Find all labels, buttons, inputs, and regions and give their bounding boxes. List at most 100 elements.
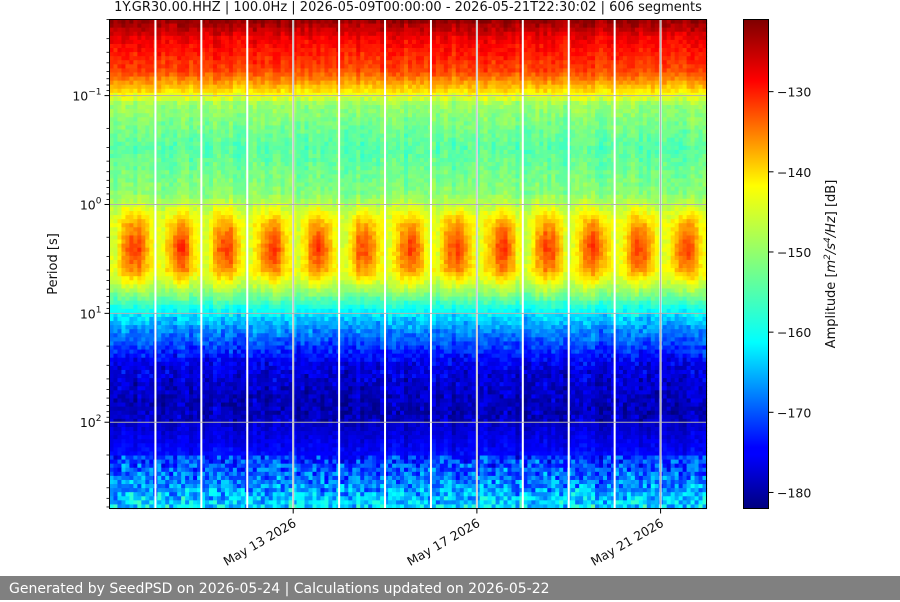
heatmap-cell	[671, 68, 676, 73]
heatmap-cell	[571, 52, 576, 57]
heatmap-cell	[583, 117, 588, 122]
heatmap-cell	[587, 117, 592, 122]
heatmap-cell	[655, 64, 660, 69]
heatmap-cell	[595, 125, 600, 130]
heatmap-cell	[631, 64, 636, 69]
heatmap-cell	[209, 52, 214, 57]
heatmap-cell	[464, 138, 469, 143]
heatmap-cell	[125, 44, 130, 49]
heatmap-cell	[277, 28, 282, 33]
heatmap-cell	[165, 40, 170, 45]
heatmap-cell	[452, 72, 457, 77]
heatmap-cell	[468, 36, 473, 41]
heatmap-cell	[173, 40, 178, 45]
heatmap-cell	[205, 32, 210, 37]
heatmap-cell	[141, 138, 146, 143]
heatmap-cell	[380, 72, 385, 77]
heatmap-cell	[261, 130, 266, 135]
heatmap-cell	[547, 85, 552, 90]
heatmap-cell	[687, 24, 692, 29]
heatmap-cell	[225, 154, 230, 159]
heatmap-cell	[671, 146, 676, 151]
heatmap-cell	[161, 77, 166, 82]
heatmap-cell	[193, 44, 198, 49]
heatmap-cell	[460, 89, 465, 94]
heatmap-cell	[531, 77, 536, 82]
heatmap-cell	[249, 142, 254, 147]
heatmap-cell	[205, 121, 210, 126]
heatmap-cell	[229, 134, 234, 139]
heatmap-cell	[348, 125, 353, 130]
heatmap-cell	[523, 89, 528, 94]
heatmap-cell	[571, 77, 576, 82]
heatmap-cell	[257, 44, 262, 49]
heatmap-cell	[555, 142, 560, 147]
heatmap-cell	[547, 125, 552, 130]
heatmap-cell	[312, 40, 317, 45]
heatmap-cell	[488, 77, 493, 82]
heatmap-cell	[388, 64, 393, 69]
heatmap-cell	[213, 77, 218, 82]
heatmap-cell	[452, 146, 457, 151]
heatmap-cell	[619, 40, 624, 45]
heatmap-cell	[571, 117, 576, 122]
heatmap-cell	[627, 109, 632, 114]
heatmap-cell	[651, 52, 656, 57]
heatmap-cell	[484, 109, 489, 114]
heatmap-cell	[129, 64, 134, 69]
heatmap-cell	[181, 56, 186, 61]
heatmap-cell	[591, 20, 596, 25]
heatmap-cell	[587, 146, 592, 151]
heatmap-cell	[571, 130, 576, 135]
heatmap-cell	[603, 72, 608, 77]
heatmap-cell	[241, 20, 246, 25]
heatmap-cell	[305, 32, 310, 37]
heatmap-cell	[651, 60, 656, 65]
heatmap-cell	[372, 121, 377, 126]
heatmap-cell	[133, 64, 138, 69]
heatmap-cell	[281, 48, 286, 53]
heatmap-cell	[488, 20, 493, 25]
heatmap-cell	[360, 138, 365, 143]
heatmap-cell	[352, 113, 357, 118]
heatmap-cell	[452, 32, 457, 37]
heatmap-cell	[269, 134, 274, 139]
heatmap-cell	[496, 20, 501, 25]
heatmap-cell	[667, 68, 672, 73]
heatmap-cell	[352, 146, 357, 151]
heatmap-cell	[651, 142, 656, 147]
heatmap-cell	[364, 72, 369, 77]
heatmap-cell	[623, 77, 628, 82]
heatmap-cell	[571, 20, 576, 25]
heatmap-cell	[225, 52, 230, 57]
heatmap-cell	[269, 72, 274, 77]
heatmap-cell	[181, 89, 186, 94]
heatmap-cell	[448, 32, 453, 37]
heatmap-cell	[392, 125, 397, 130]
heatmap-cell	[257, 64, 262, 69]
heatmap-cell	[404, 64, 409, 69]
heatmap-cell	[281, 44, 286, 49]
heatmap-cell	[468, 77, 473, 82]
heatmap-cell	[555, 81, 560, 86]
heatmap-cell	[185, 105, 190, 110]
heatmap-cell	[695, 20, 700, 25]
heatmap-cell	[392, 44, 397, 49]
heatmap-cell	[316, 32, 321, 37]
heatmap-cell	[113, 44, 118, 49]
heatmap-cell	[209, 81, 214, 86]
heatmap-cell	[472, 134, 477, 139]
heatmap-cell	[305, 121, 310, 126]
heatmap-cell	[551, 60, 556, 65]
heatmap-cell	[320, 77, 325, 82]
heatmap-cell	[392, 117, 397, 122]
heatmap-cell	[699, 134, 704, 139]
heatmap-cell	[508, 130, 513, 135]
heatmap-cell	[285, 40, 290, 45]
heatmap-cell	[511, 77, 516, 82]
heatmap-cell	[559, 64, 564, 69]
heatmap-cell	[249, 117, 254, 122]
heatmap-cell	[185, 138, 190, 143]
heatmap-cell	[225, 117, 230, 122]
heatmap-cell	[504, 134, 509, 139]
